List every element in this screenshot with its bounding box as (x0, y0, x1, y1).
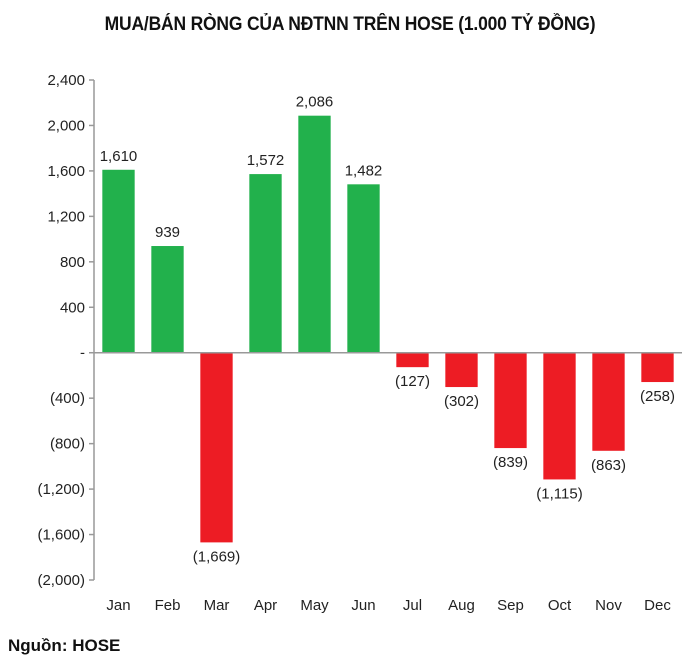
x-tick-label: Feb (155, 597, 181, 614)
bar-apr (249, 174, 282, 353)
y-tick-label: 400 (60, 299, 85, 316)
bar-jun (347, 184, 380, 353)
y-tick-label: 800 (60, 254, 85, 271)
x-tick-label: Mar (204, 597, 230, 614)
y-tick-label: 2,400 (47, 72, 85, 89)
bar-sep (494, 352, 527, 449)
y-tick-label: (800) (50, 436, 85, 453)
data-label: (302) (444, 393, 479, 410)
bar-dec (641, 352, 674, 383)
bar-feb (151, 246, 184, 353)
x-tick-label: May (300, 597, 329, 614)
source-note: Nguồn: HOSE (8, 636, 121, 655)
bar-aug (445, 352, 478, 388)
data-label: 939 (155, 224, 180, 241)
chart-title: MUA/BÁN RÒNG CỦA NĐTNN TRÊN HOSE (1.000 … (104, 14, 596, 35)
bar-jan (102, 169, 135, 353)
bar-may (298, 115, 331, 353)
y-tick-label: 1,200 (47, 208, 85, 225)
data-label: 2,086 (296, 94, 334, 111)
bar-nov (592, 352, 625, 451)
bar-jul (396, 352, 429, 368)
x-tick-label: Jul (403, 597, 422, 614)
data-label: (258) (640, 388, 675, 405)
x-tick-label: Aug (448, 597, 475, 614)
data-label: (1,115) (536, 485, 582, 502)
y-tick-label: (1,600) (37, 527, 85, 544)
y-tick-label: (1,200) (37, 481, 85, 498)
data-label: (839) (493, 454, 528, 471)
x-tick-label: Sep (497, 597, 524, 614)
bar-mar (200, 352, 233, 543)
y-tick-label: 1,600 (47, 163, 85, 180)
data-label: (127) (395, 373, 430, 390)
y-tick-label: (400) (50, 390, 85, 407)
x-tick-label: Dec (644, 597, 671, 614)
x-tick-label: Nov (595, 597, 622, 614)
bar-oct (543, 352, 576, 480)
data-label: (1,669) (193, 548, 241, 565)
data-label: 1,572 (247, 152, 285, 169)
x-tick-label: Oct (548, 597, 572, 614)
x-tick-label: Apr (254, 597, 277, 614)
data-label: 1,610 (100, 148, 138, 165)
y-tick-label: - (80, 345, 85, 362)
data-label: 1,482 (345, 162, 383, 179)
y-tick-label: (2,000) (37, 572, 85, 589)
x-tick-label: Jan (106, 597, 130, 614)
x-tick-label: Jun (351, 597, 375, 614)
y-tick-label: 2,000 (47, 117, 85, 134)
data-label: (863) (591, 457, 626, 474)
